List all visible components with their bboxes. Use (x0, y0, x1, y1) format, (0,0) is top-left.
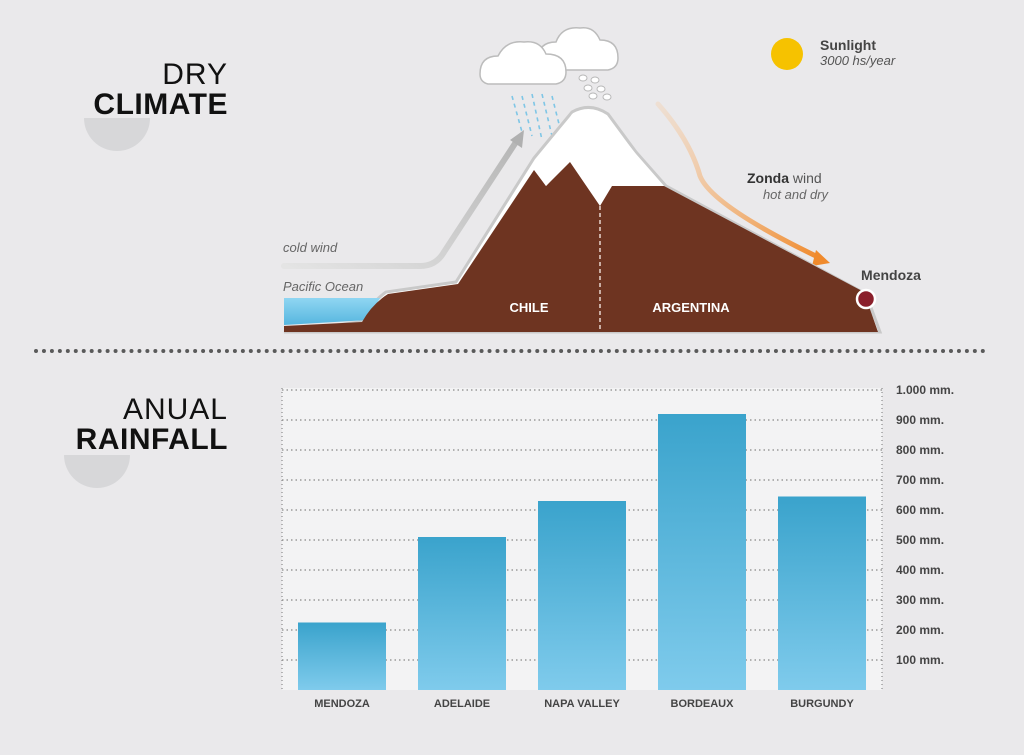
pacific-ocean-label: Pacific Ocean (283, 279, 363, 294)
rainfall-title: ANUAL RAINFALL (76, 395, 228, 455)
y-tick-label: 800 mm. (896, 443, 944, 457)
y-tick-label: 1.000 mm. (896, 383, 954, 397)
zonda-label: Zonda wind (747, 170, 822, 186)
zonda-label-rest: wind (789, 170, 822, 186)
y-tick-label: 100 mm. (896, 653, 944, 667)
zonda-sub-label: hot and dry (763, 187, 830, 202)
snow-cap (536, 109, 664, 204)
cold-wind-arrow (281, 139, 519, 269)
y-tick-label: 600 mm. (896, 503, 944, 517)
sunlight-label: Sunlight (820, 37, 876, 53)
cold-wind-arrowhead (510, 130, 524, 148)
climate-title-light: DRY (162, 58, 228, 91)
climate-title: DRY CLIMATE (93, 60, 228, 120)
argentina-label: ARGENTINA (652, 300, 730, 315)
cold-wind-label: cold wind (283, 240, 338, 255)
sun-icon (771, 38, 803, 70)
mendoza-label: Mendoza (861, 267, 921, 283)
zonda-wind-arrowhead (812, 250, 830, 266)
y-tick-label: 900 mm. (896, 413, 944, 427)
x-category-label: MENDOZA (314, 698, 370, 710)
section-divider (34, 349, 986, 353)
x-category-label: ADELAIDE (434, 698, 490, 710)
chart-plot-area (282, 388, 882, 690)
y-tick-label: 700 mm. (896, 473, 944, 487)
rain-icon (511, 93, 561, 141)
zonda-wind-arrow (655, 101, 823, 261)
hail-icon (578, 74, 612, 101)
bar (778, 496, 866, 690)
bar (298, 622, 386, 690)
bar (418, 537, 506, 690)
cloud-icon (479, 27, 619, 85)
rainfall-title-bold: RAINFALL (75, 423, 228, 456)
mendoza-marker (855, 288, 877, 310)
mountain (284, 162, 878, 332)
pacific-ocean (284, 298, 380, 325)
x-category-label: NAPA VALLEY (544, 698, 620, 710)
y-tick-label: 200 mm. (896, 623, 944, 637)
zonda-label-bold: Zonda (747, 170, 789, 186)
rainfall-title-light: ANUAL (122, 393, 228, 426)
climate-diagram: Sunlight 3000 hs/year Zonda wind hot and… (281, 27, 921, 334)
chile-label: CHILE (510, 300, 549, 315)
sunlight-value: 3000 hs/year (820, 53, 896, 68)
rainfall-title-decoration (64, 455, 130, 488)
bar (658, 414, 746, 690)
bar (538, 501, 626, 690)
y-tick-label: 500 mm. (896, 533, 944, 547)
y-tick-label: 300 mm. (896, 593, 944, 607)
x-category-label: BORDEAUX (671, 698, 735, 710)
climate-title-bold: CLIMATE (93, 88, 228, 121)
x-category-label: BURGUNDY (790, 698, 854, 710)
y-tick-label: 400 mm. (896, 563, 944, 577)
